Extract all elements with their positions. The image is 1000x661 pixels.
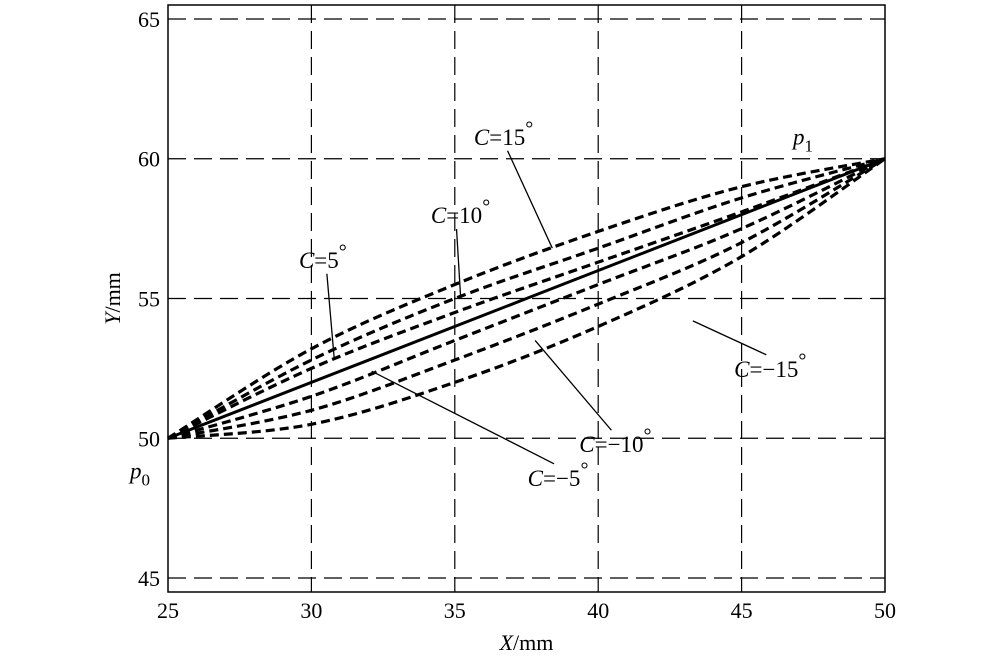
annotation-var: C — [579, 432, 595, 457]
annotation-leader — [371, 370, 555, 465]
y-axis-label: Y/mm — [100, 272, 125, 325]
p1-subscript: 1 — [805, 137, 814, 156]
annotation-label: C=−10° — [579, 425, 651, 457]
x-tick-label: 45 — [731, 598, 753, 623]
annotation-value: =−15 — [749, 357, 798, 382]
annotation: C=−10° — [534, 340, 652, 457]
annotation: C=−5° — [371, 370, 589, 491]
annotation-var: C — [431, 203, 447, 228]
annotation-var: C — [734, 357, 750, 382]
label-p1: p1 — [791, 125, 813, 156]
annotation: C=5° — [299, 241, 347, 361]
series-line-c10 — [167, 157, 886, 440]
annotation-leader — [455, 228, 462, 296]
x-axis-label: X/mm — [499, 630, 554, 655]
annotation-leader — [692, 320, 767, 356]
y-tick-label: 60 — [138, 147, 160, 172]
annotation-degree: ° — [525, 118, 533, 140]
annotation-degree: ° — [580, 459, 588, 481]
x-tick-label: 35 — [444, 598, 466, 623]
annotation-var: C — [474, 125, 490, 150]
annotation-leader — [534, 340, 612, 431]
annotation-label: C=10° — [431, 196, 490, 228]
x-tick-label: 30 — [300, 598, 322, 623]
p0-letter: p — [128, 458, 142, 483]
annotation-degree: ° — [644, 425, 652, 447]
y-axis-var: Y — [100, 310, 125, 325]
x-axis-unit: /mm — [513, 630, 553, 655]
series-line-c15 — [167, 157, 886, 440]
annotation-label: C=5° — [299, 241, 347, 273]
annotation-degree: ° — [798, 350, 806, 372]
annotation-degree: ° — [482, 196, 490, 218]
annotations: C=15°C=10°C=5°C=−15°C=−10°C=−5° — [299, 118, 806, 491]
annotation-value: =10 — [446, 203, 482, 228]
annotation: C=15° — [474, 118, 553, 249]
y-tick-label: 65 — [138, 7, 160, 32]
series-line-cminus15 — [167, 157, 886, 440]
annotation-leader — [506, 150, 553, 249]
annotation-label: C=−15° — [734, 350, 806, 382]
p0-subscript: 0 — [142, 470, 151, 489]
series-layer — [167, 157, 886, 440]
y-tick-label: 45 — [138, 566, 160, 591]
series-line-cminus10 — [167, 157, 886, 440]
annotation-value: =15 — [489, 125, 525, 150]
label-p0: p0 — [128, 458, 150, 489]
annotation-var: C — [299, 248, 315, 273]
grid — [168, 5, 885, 592]
y-axis-unit: /mm — [100, 272, 125, 312]
x-tick-label: 50 — [874, 598, 896, 623]
series-line-cminus5 — [167, 157, 886, 440]
y-tick-label: 55 — [138, 287, 160, 312]
x-tick-label: 25 — [157, 598, 179, 623]
tick-labels: 25 30 35 40 45 50 45 50 55 60 65 — [138, 7, 896, 623]
annotation-var: C — [528, 466, 544, 491]
x-tick-label: 40 — [587, 598, 609, 623]
annotation-leader — [326, 273, 335, 361]
y-tick-label: 50 — [138, 426, 160, 451]
annotation-degree: ° — [339, 241, 347, 263]
axis-labels: X/mmY/mm — [100, 272, 553, 655]
annotation-label: C=−5° — [528, 459, 589, 491]
annotation: C=10° — [431, 196, 490, 296]
annotation-value: =5 — [314, 248, 338, 273]
x-axis-var: X — [499, 630, 515, 655]
plot-frame — [167, 4, 886, 593]
annotation: C=−15° — [692, 320, 806, 382]
annotation-value: =−5 — [543, 466, 580, 491]
series-line-c5 — [167, 157, 886, 440]
p1-letter: p — [791, 125, 805, 150]
annotation-value: =−10 — [595, 432, 644, 457]
annotation-label: C=15° — [474, 118, 533, 150]
